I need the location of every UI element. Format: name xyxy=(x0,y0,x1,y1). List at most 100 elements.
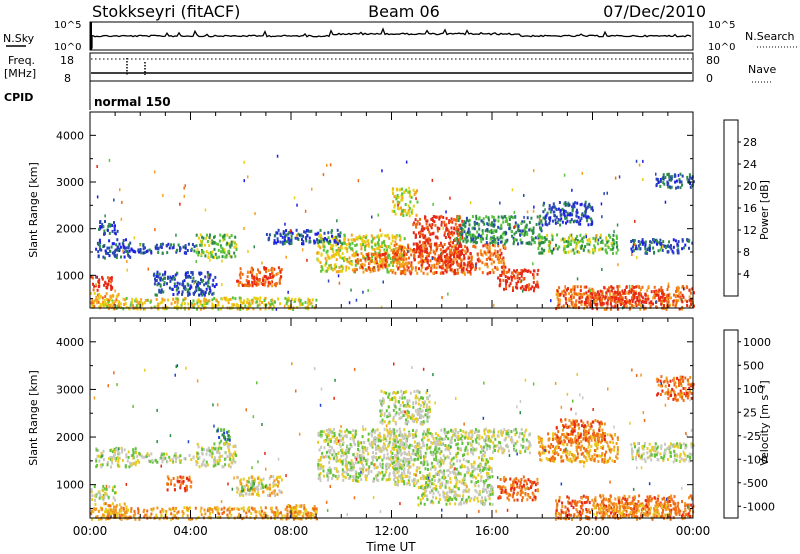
heatmap-cell xyxy=(596,293,599,297)
heatmap-cell xyxy=(241,489,244,493)
heatmap-cell xyxy=(308,236,311,240)
heatmap-cell xyxy=(435,245,438,249)
heatmap-cell xyxy=(644,240,647,244)
heatmap-cell xyxy=(111,486,114,490)
heatmap-cell xyxy=(91,304,94,308)
heatmap-cell xyxy=(201,452,204,456)
heatmap-cell xyxy=(251,492,254,496)
heatmap-cell xyxy=(190,480,193,484)
heatmap-cell xyxy=(449,268,452,272)
heatmap-cell xyxy=(617,263,619,267)
heatmap-cell xyxy=(584,212,587,216)
heatmap-cell xyxy=(332,268,335,272)
heatmap-cell xyxy=(155,513,158,517)
heatmap-cell xyxy=(107,279,110,283)
heatmap-cell xyxy=(275,241,278,245)
heatmap-cell xyxy=(386,270,389,274)
heatmap-cell xyxy=(457,271,459,275)
heatmap-cell xyxy=(319,246,322,250)
heatmap-cell xyxy=(557,292,560,296)
heatmap-cell xyxy=(419,232,422,235)
heatmap-cell xyxy=(668,295,670,299)
heatmap-cell xyxy=(539,214,542,218)
heatmap-cell xyxy=(570,218,573,222)
heatmap-cell xyxy=(111,489,114,492)
heatmap-cell xyxy=(234,297,237,301)
heatmap-cell xyxy=(586,293,589,297)
heatmap-cell xyxy=(567,242,570,246)
heatmap-cell xyxy=(105,493,108,497)
heatmap-cell xyxy=(276,231,279,235)
heatmap-cell xyxy=(541,241,544,245)
heatmap-cell xyxy=(612,239,615,243)
heatmap-cell xyxy=(485,244,488,248)
heatmap-cell xyxy=(191,279,194,283)
heatmap-cell xyxy=(688,288,691,292)
heatmap-cell xyxy=(372,253,375,257)
heatmap-cell xyxy=(183,279,186,283)
heatmap-cell xyxy=(285,302,288,306)
heatmap-cell xyxy=(102,498,105,502)
heatmap-cell xyxy=(688,246,690,250)
heatmap-cell xyxy=(570,297,573,301)
heatmap-cell xyxy=(468,260,471,264)
heatmap-cell xyxy=(165,244,168,248)
heatmap-cell xyxy=(401,198,404,202)
heatmap-cell xyxy=(325,261,328,265)
heatmap-cell xyxy=(660,243,663,247)
heatmap-cell xyxy=(339,240,342,244)
heatmap-cell xyxy=(211,292,214,296)
heatmap-cell xyxy=(465,232,467,236)
heatmap-cell xyxy=(271,271,274,275)
heatmap-cell xyxy=(377,246,380,250)
heatmap-cell xyxy=(91,299,94,303)
heatmap-cell xyxy=(640,293,642,296)
heatmap-cell xyxy=(159,278,162,282)
heatmap-cell xyxy=(292,517,295,521)
heatmap-cell xyxy=(594,239,597,243)
heatmap-cell xyxy=(225,442,228,446)
heatmap-cell xyxy=(586,205,589,209)
heatmap-cell xyxy=(680,180,683,184)
heatmap-cell xyxy=(199,302,202,306)
heatmap-cell xyxy=(187,302,190,306)
heatmap-cell xyxy=(175,288,178,292)
heatmap-cell xyxy=(382,240,385,244)
heatmap-cell xyxy=(94,508,97,512)
heatmap-cell xyxy=(348,260,351,264)
heatmap-cell xyxy=(609,235,612,239)
heatmap-cell xyxy=(157,275,160,279)
heatmap-cell xyxy=(574,201,577,205)
nsearch-tick-bottom: 10^0 xyxy=(708,42,735,53)
heatmap-cell xyxy=(101,223,104,226)
heatmap-cell xyxy=(548,204,551,208)
heatmap-cell xyxy=(575,244,578,248)
heatmap-cell xyxy=(504,215,507,218)
heatmap-cell xyxy=(558,286,561,290)
heatmap-cell xyxy=(449,260,452,264)
heatmap-cell xyxy=(179,475,182,479)
heatmap-cell xyxy=(586,295,589,299)
heatmap-cell xyxy=(233,245,236,249)
heatmap-cell xyxy=(235,243,238,247)
heatmap-cell xyxy=(208,448,211,452)
heatmap-cell xyxy=(99,226,102,230)
heatmap-cell xyxy=(522,229,524,233)
heatmap-cell xyxy=(381,258,383,262)
heatmap-cell xyxy=(201,303,204,307)
heatmap-cell xyxy=(287,236,290,240)
heatmap-cell xyxy=(107,510,110,514)
heatmap-cell xyxy=(495,229,498,233)
heatmap-cell xyxy=(124,511,126,514)
heatmap-cell xyxy=(371,247,374,251)
heatmap-cell xyxy=(319,261,322,265)
heatmap-cell xyxy=(252,480,255,484)
heatmap-cell xyxy=(565,216,568,220)
heatmap-cell xyxy=(591,296,594,300)
heatmap-cell xyxy=(580,202,583,206)
heatmap-cell xyxy=(227,250,230,253)
heatmap-cell xyxy=(513,276,516,280)
heatmap-cell xyxy=(146,453,149,456)
heatmap-cell xyxy=(448,232,451,236)
heatmap-cell xyxy=(208,286,211,290)
